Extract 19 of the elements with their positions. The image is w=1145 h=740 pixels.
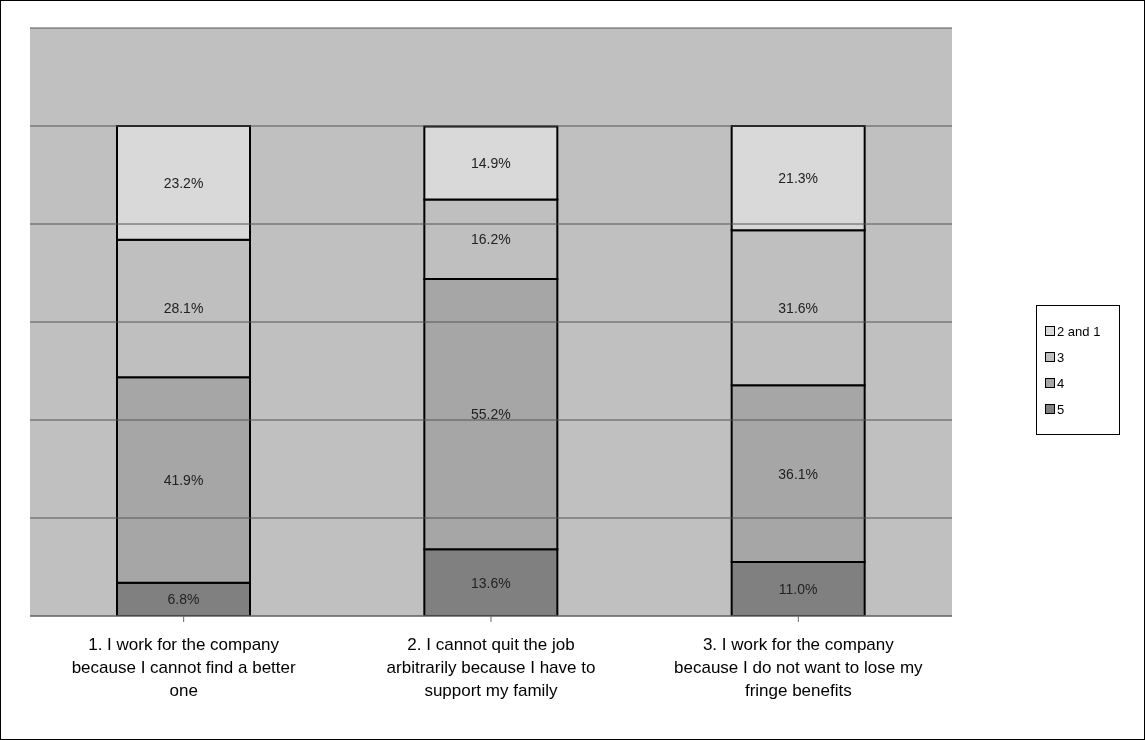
legend-label: 3	[1057, 349, 1065, 365]
legend-label: 2 and 1	[1057, 323, 1101, 339]
data-label: 6.8%	[167, 591, 200, 608]
legend-label: 5	[1057, 401, 1065, 417]
data-label: 55.2%	[470, 406, 511, 423]
data-label: 13.6%	[470, 574, 511, 591]
data-label: 41.9%	[163, 471, 204, 488]
data-label: 36.1%	[778, 465, 819, 482]
x-tick-label: 2. I cannot quit the job arbitrarily because I have to support my family	[386, 635, 596, 700]
data-label: 23.2%	[163, 174, 204, 191]
legend-label: 4	[1057, 375, 1065, 391]
data-label: 21.3%	[778, 170, 819, 187]
data-label: 31.6%	[778, 299, 819, 316]
data-label: 14.9%	[470, 154, 511, 171]
data-label: 11.0%	[778, 581, 818, 598]
x-tick-label: 3. I work for the company because I do not want to lose my fringe benefits	[674, 635, 924, 700]
x-tick-label: 1. I work for the company because I cannot find a better one	[71, 635, 296, 700]
data-label: 28.1%	[163, 300, 204, 317]
data-label: 16.2%	[470, 231, 511, 248]
